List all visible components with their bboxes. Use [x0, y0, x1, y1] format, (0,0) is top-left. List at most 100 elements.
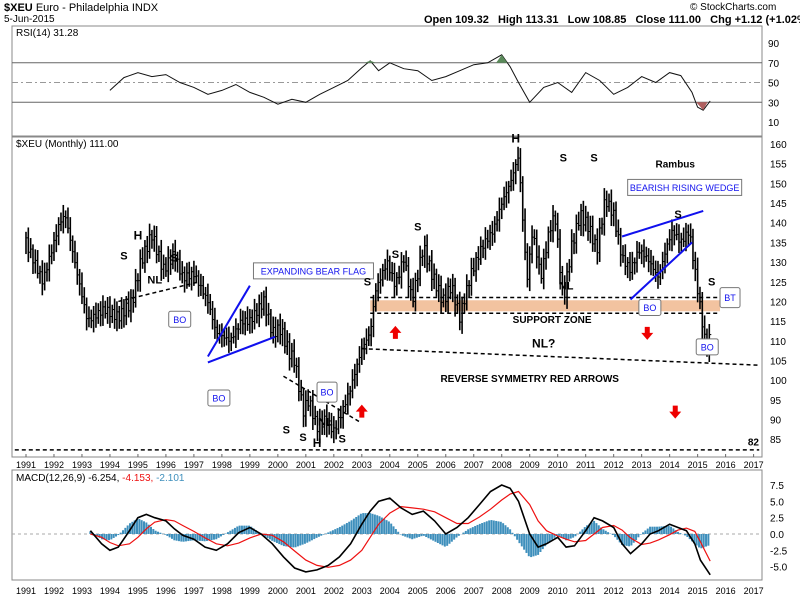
- shoulder-label: S: [590, 153, 597, 165]
- price-year-label: 2005: [408, 460, 428, 470]
- header-title: $XEU Euro - Philadelphia INDX: [4, 2, 158, 14]
- support-zone-label: SUPPORT ZONE: [513, 315, 592, 326]
- price-tick-label: 160: [770, 140, 787, 151]
- macd-year-label: 1997: [184, 586, 204, 596]
- red-arrow-up-2004: [389, 325, 402, 339]
- rsi-tick-label: 10: [768, 118, 780, 129]
- red-arrow-down-2013: [641, 326, 654, 340]
- price-year-label: 2013: [632, 460, 652, 470]
- price-tick-label: 85: [770, 435, 782, 446]
- shoulder-label: S: [364, 277, 371, 289]
- price-tick-label: 125: [770, 278, 787, 289]
- price-tick-label: 150: [770, 179, 787, 190]
- neckline-nl-q: [361, 347, 760, 366]
- macd-tick-label: 5.0: [770, 497, 784, 508]
- wedge-upper: [621, 209, 704, 238]
- macd-line: [89, 484, 711, 576]
- macd-tick-label: -5.0: [770, 563, 788, 574]
- price-year-label: 2002: [324, 460, 344, 470]
- macd-year-label: 2011: [576, 586, 595, 596]
- shoulder-label: S: [299, 432, 306, 444]
- price-tick-label: 95: [770, 396, 782, 407]
- rsi-oversold-fill: [696, 102, 708, 111]
- price-tick-label: 90: [770, 416, 782, 427]
- macd-tick-label: 7.5: [770, 481, 784, 492]
- price-year-label: 2009: [520, 460, 540, 470]
- bo-label: BO: [643, 303, 656, 313]
- stockcharts-credit: © StockCharts.com: [690, 2, 777, 13]
- macd-year-label: 2007: [464, 586, 484, 596]
- ohlc-readout: Open 109.32 High 113.31 Low 108.85 Close…: [424, 14, 800, 26]
- bo-label-box: [207, 389, 231, 407]
- symbol: $XEU: [4, 2, 33, 14]
- price-year-label: 2008: [492, 460, 512, 470]
- macd-tick-label: 0.0: [770, 530, 784, 541]
- price-tick-label: 110: [770, 337, 786, 348]
- bear-flag-upper: [207, 285, 251, 358]
- macd-title-part: MACD(12,26,9): [16, 473, 88, 484]
- price-tick-label: 130: [770, 258, 787, 269]
- head-2008-label: H: [511, 131, 520, 145]
- bo-label: BO: [212, 393, 225, 403]
- bo-label-box: [168, 310, 192, 328]
- macd-signal-line: [90, 490, 711, 568]
- macd-year-label: 2003: [352, 586, 372, 596]
- neckline-label: NL: [147, 275, 162, 287]
- wedge-lower: [629, 241, 693, 301]
- shoulder-label: S: [414, 222, 421, 234]
- level-82-label: 82: [748, 437, 760, 448]
- macd-year-label: 2013: [632, 586, 652, 596]
- price-year-label: 1991: [16, 460, 36, 470]
- macd-year-label: 1996: [156, 586, 176, 596]
- rsi-tick-label: 70: [768, 59, 780, 70]
- macd-year-label: 2005: [408, 586, 428, 596]
- macd-panel-frame: [11, 469, 763, 581]
- price-year-label: 2015: [688, 460, 708, 470]
- macd-year-label: 1994: [100, 586, 120, 596]
- price-year-label: 2010: [548, 460, 568, 470]
- price-year-label: 1994: [100, 460, 120, 470]
- price-tick-label: 155: [770, 160, 787, 171]
- shoulder-label: S: [392, 249, 399, 261]
- shoulder-label: S: [120, 251, 127, 263]
- red-arrow-down-2014: [669, 405, 682, 419]
- price-year-label: 2007: [464, 460, 484, 470]
- price-year-label: 1997: [184, 460, 204, 470]
- shoulder-label: S: [560, 153, 567, 165]
- expanding-bear-flag-label: EXPANDING BEAR FLAG: [261, 266, 366, 276]
- macd-year-label: 2008: [492, 586, 512, 596]
- macd-year-label: 1995: [128, 586, 148, 596]
- macd-year-label: 2015: [688, 586, 708, 596]
- price-tick-label: 105: [770, 356, 787, 367]
- macd-year-label: 2002: [324, 586, 344, 596]
- price-year-label: 1996: [156, 460, 176, 470]
- price-year-label: 2012: [604, 460, 624, 470]
- price-year-label: 2004: [380, 460, 400, 470]
- bo-label-box: [638, 298, 662, 316]
- price-tick-label: 135: [770, 238, 787, 249]
- neckline-label: NL: [559, 281, 574, 293]
- shoulder-label: S: [283, 424, 290, 436]
- price-tick-label: 100: [770, 376, 787, 387]
- shoulder-label: S: [171, 253, 178, 265]
- price-year-label: 2003: [352, 460, 372, 470]
- macd-year-label: 2009: [520, 586, 540, 596]
- flag-label-box: [252, 262, 374, 280]
- rsi-overbought-fill: [496, 54, 508, 63]
- macd-year-label: 2004: [380, 586, 400, 596]
- price-tick-label: 140: [770, 219, 787, 230]
- price-year-label: 1992: [44, 460, 64, 470]
- macd-title-part: -6.254,: [88, 473, 122, 484]
- bo-label: BO: [173, 315, 186, 325]
- macd-year-label: 2000: [268, 586, 288, 596]
- rsi-title: RSI(14) 31.28: [16, 28, 79, 39]
- macd-title-part: -4.153,: [122, 473, 156, 484]
- macd-year-label: 1999: [240, 586, 260, 596]
- macd-year-label: 2010: [548, 586, 568, 596]
- red-arrow-shape: [389, 325, 402, 339]
- price-year-label: 2017: [744, 460, 764, 470]
- bearish-rising-wedge-label: BEARISH RISING WEDGE: [630, 183, 740, 193]
- macd-year-label: 1992: [44, 586, 64, 596]
- macd-title: MACD(12,26,9) -6.254, -4.153, -2.101: [16, 473, 185, 484]
